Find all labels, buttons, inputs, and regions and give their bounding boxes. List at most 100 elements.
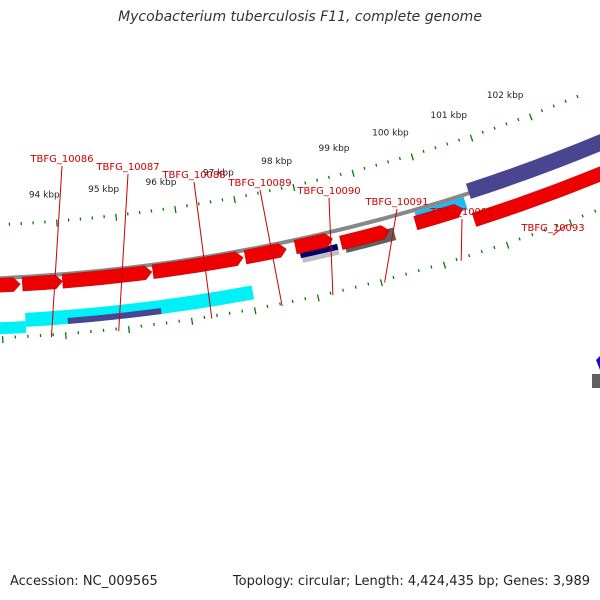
tick-mark [594,209,597,213]
tick-mark [480,249,483,254]
gene-label: TBFG_10092 [429,207,493,218]
tick-mark [430,265,433,269]
tick-mark [351,169,355,177]
leader-line [460,218,463,261]
tick-mark [458,138,461,142]
tick-mark [253,307,257,315]
gene-label: TBFG_10089 [227,178,291,189]
feature-navy [299,243,339,259]
tick-mark [540,108,544,113]
tick-mark [55,219,58,227]
tick-mark [292,184,296,192]
leader-line [552,224,568,236]
tick-mark [564,99,567,103]
tick-mark [329,291,332,295]
leader-line [384,208,398,283]
kbp-label: 101 kbp [430,111,467,121]
gene-label: TBFG_10087 [95,162,159,173]
tick-mark [581,214,584,218]
tick-mark [233,196,236,204]
tick-mark [505,241,510,249]
kbp-label: 99 kbp [319,144,350,154]
genome-stats: Topology: circular; Length: 4,424,435 bp… [232,574,590,589]
leader-line [50,165,63,338]
tick-mark [228,311,231,315]
tick-mark [552,104,555,108]
tick-mark [493,126,496,130]
tick-mark [417,268,420,273]
cds-arrow [293,233,333,255]
cds-arrow [413,203,464,231]
tick-mark [279,302,281,306]
tick-mark [379,279,383,287]
tick-mark [291,299,294,303]
tick-mark [528,113,533,121]
feature-slate [67,308,162,325]
tick-mark [375,163,378,167]
tick-mark [363,166,366,170]
kbp-label: 94 kbp [29,190,60,200]
kbp-label: 95 kbp [88,185,119,195]
leader-line [328,197,334,296]
tick-mark [280,186,283,190]
cds-arrow [151,251,244,279]
kbp-label: 102 kbp [487,91,524,101]
gene-label: TBFG_10086 [29,154,93,165]
tick-mark [531,233,534,237]
tick-mark [455,257,458,262]
tick-mark [115,213,118,221]
tick-mark [268,189,271,193]
cds-arrow [339,225,390,250]
tick-mark [392,275,395,280]
tick-mark [316,178,319,182]
tick-mark [543,228,546,232]
tick-mark [190,317,194,325]
tick-mark [469,134,474,142]
map-title: Mycobacterium tuberculosis F11, complete… [118,9,482,25]
tick-mark [405,272,408,276]
tick-mark [446,142,449,146]
tick-mark [256,191,259,195]
feature-cyan [0,320,27,335]
tick-mark [468,253,471,258]
tick-mark [266,304,269,308]
feature-slate [465,134,600,199]
tick-mark [442,261,447,269]
leader-line [259,189,283,307]
tick-mark [481,130,484,134]
gene-label: TBFG_10093 [520,223,584,234]
tick-mark [410,153,414,161]
cds-arrow [471,166,600,227]
tick-mark [245,193,248,198]
feature-lightgrey [302,249,340,263]
tick-mark [517,117,520,122]
tick-mark [304,181,307,185]
tick-mark [367,282,370,286]
leader-line [118,173,129,332]
tick-mark [327,175,330,179]
tick-mark [304,297,307,301]
kbp-label: 96 kbp [145,178,176,188]
tick-mark [505,122,508,126]
tick-mark [434,146,437,150]
tick-mark [354,285,357,289]
tick-mark [221,198,224,202]
gene-label: TBFG_10091 [364,197,428,208]
tick-mark [342,288,345,292]
tick-mark [398,156,401,161]
gene-label: TBFG_10090 [296,186,360,197]
feature-edge-blue [596,356,600,370]
leader-line [193,181,213,319]
tick-mark [387,160,390,164]
tick-mark [493,245,496,250]
kbp-label: 100 kbp [372,129,409,139]
cds-arrow [243,243,287,265]
cds-arrow [61,265,153,289]
tick-mark [316,294,320,302]
tick-mark [556,223,559,228]
tick-mark [127,326,131,334]
tick-mark [339,172,342,177]
tick-mark [174,205,177,214]
cds-arrow [21,274,63,292]
